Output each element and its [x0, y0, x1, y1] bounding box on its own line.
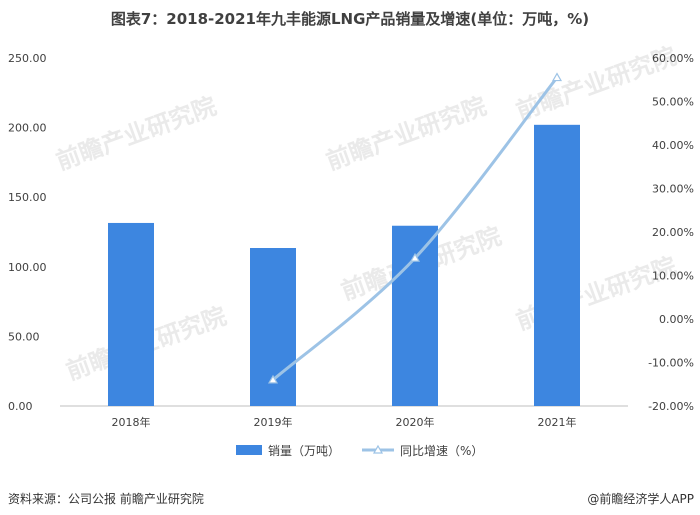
y-left-tick-label: 100.00	[8, 261, 47, 274]
line-point	[267, 374, 279, 384]
y-right-tick-label: -10.00%	[648, 357, 694, 370]
chart-title: 图表7：2018-2021年九丰能源LNG产品销量及增速(单位：万吨，%)	[110, 10, 590, 28]
y-right-tick-label: 20.00%	[652, 226, 694, 239]
y-right-tick-label: 40.00%	[652, 139, 694, 152]
y-right-tick-label: -20.00%	[648, 400, 694, 413]
watermark-text: 前瞻产业研究院	[52, 92, 219, 176]
legend: 销量（万吨） 同比增速（%）	[236, 444, 483, 458]
legend-bar-label: 销量（万吨）	[268, 444, 340, 458]
source-note: 资料来源：公司公报 前瞻产业研究院	[8, 492, 204, 506]
y-right-tick-label: 10.00%	[652, 270, 694, 283]
y-right-tick-label: 50.00%	[652, 96, 694, 109]
y-left-tick-label: 200.00	[8, 122, 47, 135]
y-left-tick-label: 0.00	[8, 400, 33, 413]
bar	[392, 225, 438, 406]
bar-series	[108, 124, 580, 406]
y-left-tick-label: 50.00	[8, 330, 40, 343]
y-right-tick-label: 0.00%	[659, 313, 694, 326]
y-right-tick-label: 60.00%	[652, 52, 694, 65]
y-left-tick-label: 150.00	[8, 191, 47, 204]
axes: 0.00 50.00 100.00 150.00 200.00 250.00 -20.00%…	[8, 52, 694, 429]
watermark-text: 前瞻产业研究院	[322, 92, 489, 176]
legend-bar-swatch	[236, 445, 262, 455]
line-point	[409, 252, 421, 262]
app-credit: @前瞻经济学人APP	[587, 492, 694, 506]
x-tick-label: 2020年	[396, 415, 435, 429]
x-tick-label: 2018年	[112, 415, 151, 429]
legend-line-label: 同比增速（%）	[400, 444, 483, 458]
x-tick-label: 2019年	[254, 415, 293, 429]
y-left-tick-label: 250.00	[8, 52, 47, 65]
line-series	[267, 72, 563, 384]
y-right-tick-label: 30.00%	[652, 183, 694, 196]
x-tick-label: 2021年	[538, 415, 577, 429]
bar	[108, 222, 154, 406]
line-point	[551, 72, 563, 82]
bar	[534, 124, 580, 406]
legend-line-marker	[372, 444, 384, 454]
